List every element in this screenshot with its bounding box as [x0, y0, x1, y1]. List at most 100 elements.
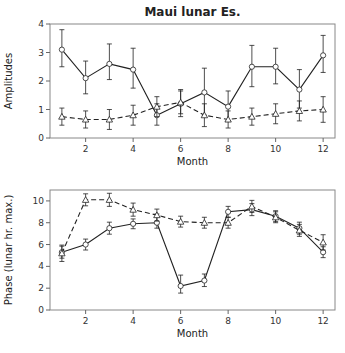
series-line [62, 210, 323, 286]
point [106, 197, 112, 203]
y-tick [46, 266, 50, 267]
y-tick [46, 310, 50, 311]
error-cap [178, 216, 183, 217]
y-tick-label: 3 [38, 48, 44, 58]
error-cap [154, 209, 159, 210]
x-tick [228, 310, 229, 314]
error-cap [83, 250, 88, 251]
error-cap [273, 211, 278, 212]
y-tick-label: 2 [38, 76, 44, 86]
point [130, 206, 136, 212]
error-cap [202, 126, 207, 127]
error-bar [131, 48, 136, 88]
point [59, 250, 65, 256]
error-bar [321, 35, 326, 72]
error-cap [59, 29, 64, 30]
error-cap [249, 212, 254, 213]
series-line [62, 102, 323, 119]
point [320, 239, 326, 245]
x-axis-label: Month [177, 328, 208, 339]
y-tick [46, 24, 50, 25]
error-bar [226, 217, 231, 228]
point [130, 112, 136, 118]
x-tick [275, 138, 276, 142]
error-bar [297, 222, 302, 234]
error-cap [131, 216, 136, 217]
error-bar [297, 224, 302, 236]
y-axis-label: Amplitudes [3, 53, 14, 109]
point [297, 87, 302, 92]
error-cap [273, 210, 278, 211]
error-bar [131, 203, 136, 216]
y-tick-label: 4 [38, 261, 44, 271]
point [154, 103, 160, 109]
error-cap [131, 88, 136, 89]
y-tick [46, 109, 50, 110]
error-cap [321, 72, 326, 73]
point [177, 99, 183, 105]
point [201, 112, 207, 118]
point [321, 53, 326, 58]
point [82, 116, 88, 122]
error-cap [202, 103, 207, 104]
error-cap [107, 193, 112, 194]
error-cap [131, 48, 136, 49]
x-tick-label: 6 [178, 144, 184, 154]
x-tick-label: 4 [130, 144, 136, 154]
error-cap [154, 116, 159, 117]
error-cap [321, 96, 326, 97]
error-cap [131, 228, 136, 229]
point [249, 64, 254, 69]
y-tick-label: 0 [38, 305, 44, 315]
error-cap [107, 234, 112, 235]
error-bar [107, 222, 112, 234]
error-bar [249, 108, 254, 125]
error-bar [131, 219, 136, 229]
error-cap [249, 125, 254, 126]
error-cap [83, 205, 88, 206]
error-cap [321, 35, 326, 36]
error-bar [321, 97, 326, 123]
error-cap [107, 129, 112, 130]
error-bar [83, 111, 88, 128]
error-cap [59, 125, 64, 126]
x-tick [85, 138, 86, 142]
error-cap [107, 43, 112, 44]
error-cap [107, 206, 112, 207]
x-tick-label: 12 [317, 316, 328, 326]
error-bar [83, 194, 88, 206]
data-area [59, 193, 327, 293]
error-bar [226, 111, 231, 128]
panel: 246810120246810MonthPhase (lunar hr. max… [3, 190, 335, 339]
error-cap [226, 217, 231, 218]
error-cap [202, 228, 207, 229]
point [201, 220, 207, 226]
error-cap [83, 239, 88, 240]
x-tick-label: 8 [225, 144, 231, 154]
error-cap [249, 45, 254, 46]
error-cap [107, 109, 112, 110]
error-cap [297, 120, 302, 121]
error-cap [249, 200, 254, 201]
error-cap [297, 100, 302, 101]
y-tick-label: 8 [38, 218, 44, 228]
error-cap [249, 108, 254, 109]
panel: Maui lunar Es.2468101201234MonthAmplitud… [3, 5, 335, 167]
point [272, 214, 278, 220]
series [59, 193, 327, 261]
error-cap [131, 105, 136, 106]
error-cap [226, 128, 231, 129]
error-cap [131, 125, 136, 126]
error-cap [178, 116, 183, 117]
error-cap [178, 227, 183, 228]
y-tick-label: 2 [38, 283, 44, 293]
x-tick [85, 310, 86, 314]
y-tick [46, 288, 50, 289]
error-bar [249, 200, 254, 212]
plot-frame [50, 24, 335, 138]
error-cap [83, 110, 88, 111]
error-bar [178, 275, 183, 293]
error-bar [107, 110, 112, 130]
error-cap [59, 245, 64, 246]
error-cap [226, 206, 231, 207]
